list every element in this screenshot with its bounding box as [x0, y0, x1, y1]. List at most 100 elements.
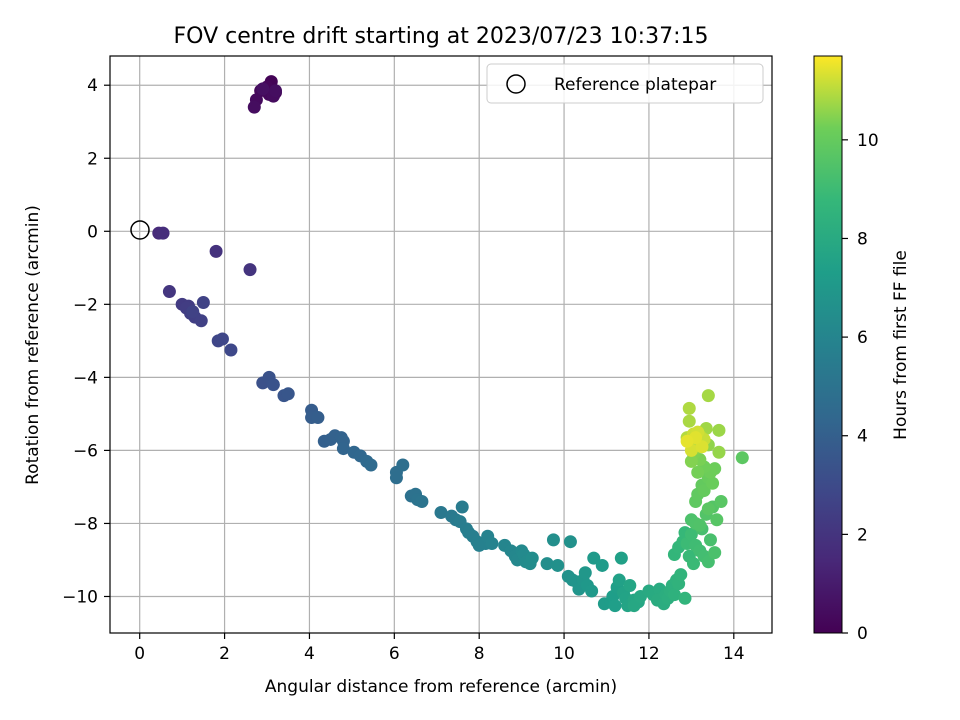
data-point — [396, 458, 410, 472]
data-point — [525, 551, 539, 565]
colorbar-tick-label: 8 — [857, 229, 868, 249]
data-point — [247, 100, 261, 114]
data-point — [551, 558, 565, 572]
y-tick-label: −2 — [73, 295, 98, 315]
data-point — [209, 244, 223, 258]
data-point — [281, 387, 295, 401]
reference-platepar-marker — [130, 220, 150, 240]
data-point — [684, 454, 698, 468]
y-axis-ticks: −10 −8 −6 −4 −2 0 2 4 — [62, 76, 110, 607]
colorbar-tick-label: 10 — [857, 131, 879, 151]
data-point — [415, 495, 429, 509]
data-point — [708, 546, 722, 560]
data-point — [563, 535, 577, 549]
x-tick-label: 8 — [474, 644, 485, 664]
colorbar-tick-label: 4 — [857, 427, 868, 447]
colorbar-label: Hours from first FF file — [891, 250, 911, 440]
y-axis-label: Rotation from reference (arcmin) — [23, 205, 43, 485]
data-point — [215, 332, 229, 346]
plot-frame — [109, 55, 773, 634]
data-point — [578, 566, 592, 580]
data-point — [623, 579, 637, 593]
data-point — [686, 557, 700, 571]
data-point — [678, 591, 692, 605]
data-point — [706, 476, 720, 490]
chart-title: FOV centre drift starting at 2023/07/23 … — [174, 24, 709, 49]
colorbar: 0 2 4 6 8 10 Hours from first FF file — [813, 55, 911, 644]
data-point — [587, 551, 601, 565]
y-tick-label: −4 — [73, 368, 98, 388]
data-point — [434, 505, 448, 519]
data-point — [156, 226, 170, 240]
data-point — [674, 568, 688, 582]
data-point — [585, 584, 599, 598]
grid-lines — [110, 56, 772, 633]
data-point — [389, 471, 403, 485]
data-point — [608, 599, 622, 613]
data-point — [695, 440, 709, 454]
x-tick-label: 10 — [553, 644, 575, 664]
data-point — [701, 389, 715, 403]
data-point — [667, 588, 681, 602]
data-point — [595, 558, 609, 572]
y-tick-label: −10 — [62, 587, 98, 607]
data-point — [712, 423, 726, 437]
colorbar-gradient — [813, 55, 843, 634]
x-axis-label: Angular distance from reference (arcmin) — [265, 677, 617, 697]
x-tick-label: 12 — [638, 644, 660, 664]
data-point — [336, 442, 350, 456]
legend-marker-icon — [506, 74, 526, 94]
data-point — [627, 599, 641, 613]
data-point — [194, 314, 208, 328]
data-point — [691, 465, 705, 479]
x-tick-label: 14 — [723, 644, 745, 664]
data-point — [540, 557, 554, 571]
data-point — [703, 533, 717, 547]
x-tick-label: 0 — [134, 644, 145, 664]
data-points — [152, 75, 749, 613]
y-tick-label: 4 — [87, 76, 98, 96]
y-tick-label: 2 — [87, 149, 98, 169]
data-point — [162, 285, 176, 299]
legend-label: Reference platepar — [554, 75, 716, 95]
data-point — [224, 343, 238, 357]
colorbar-tick-label: 0 — [857, 624, 868, 644]
data-point — [266, 378, 280, 392]
x-tick-label: 4 — [304, 644, 315, 664]
colorbar-tick-label: 2 — [857, 525, 868, 545]
legend-box — [486, 63, 764, 104]
data-point — [186, 305, 200, 319]
data-point — [196, 296, 210, 310]
data-point — [256, 82, 270, 96]
y-tick-label: −6 — [73, 441, 98, 461]
data-point — [455, 500, 469, 514]
x-tick-label: 6 — [389, 644, 400, 664]
data-point — [714, 495, 728, 509]
data-point — [682, 414, 696, 428]
data-point — [701, 502, 715, 516]
x-tick-label: 2 — [219, 644, 230, 664]
data-point — [684, 527, 698, 541]
data-point — [682, 401, 696, 415]
data-point — [485, 537, 499, 551]
data-point — [680, 434, 694, 448]
x-axis-ticks: 0 2 4 6 8 10 12 14 — [134, 633, 745, 664]
data-point — [243, 263, 257, 277]
colorbar-tick-label: 6 — [857, 328, 868, 348]
data-point — [710, 513, 724, 527]
data-point — [697, 484, 711, 498]
data-point — [712, 445, 726, 459]
data-point — [269, 84, 282, 98]
data-point — [311, 411, 325, 425]
data-point — [735, 451, 749, 465]
legend: Reference platepar — [486, 63, 764, 104]
y-tick-label: −8 — [73, 514, 98, 534]
data-point — [701, 555, 715, 569]
data-point — [614, 551, 628, 565]
data-point — [612, 573, 626, 587]
data-point — [693, 518, 707, 532]
colorbar-ticks: 0 2 4 6 8 10 — [842, 131, 879, 644]
y-tick-label: 0 — [87, 222, 98, 242]
data-point — [546, 533, 560, 547]
